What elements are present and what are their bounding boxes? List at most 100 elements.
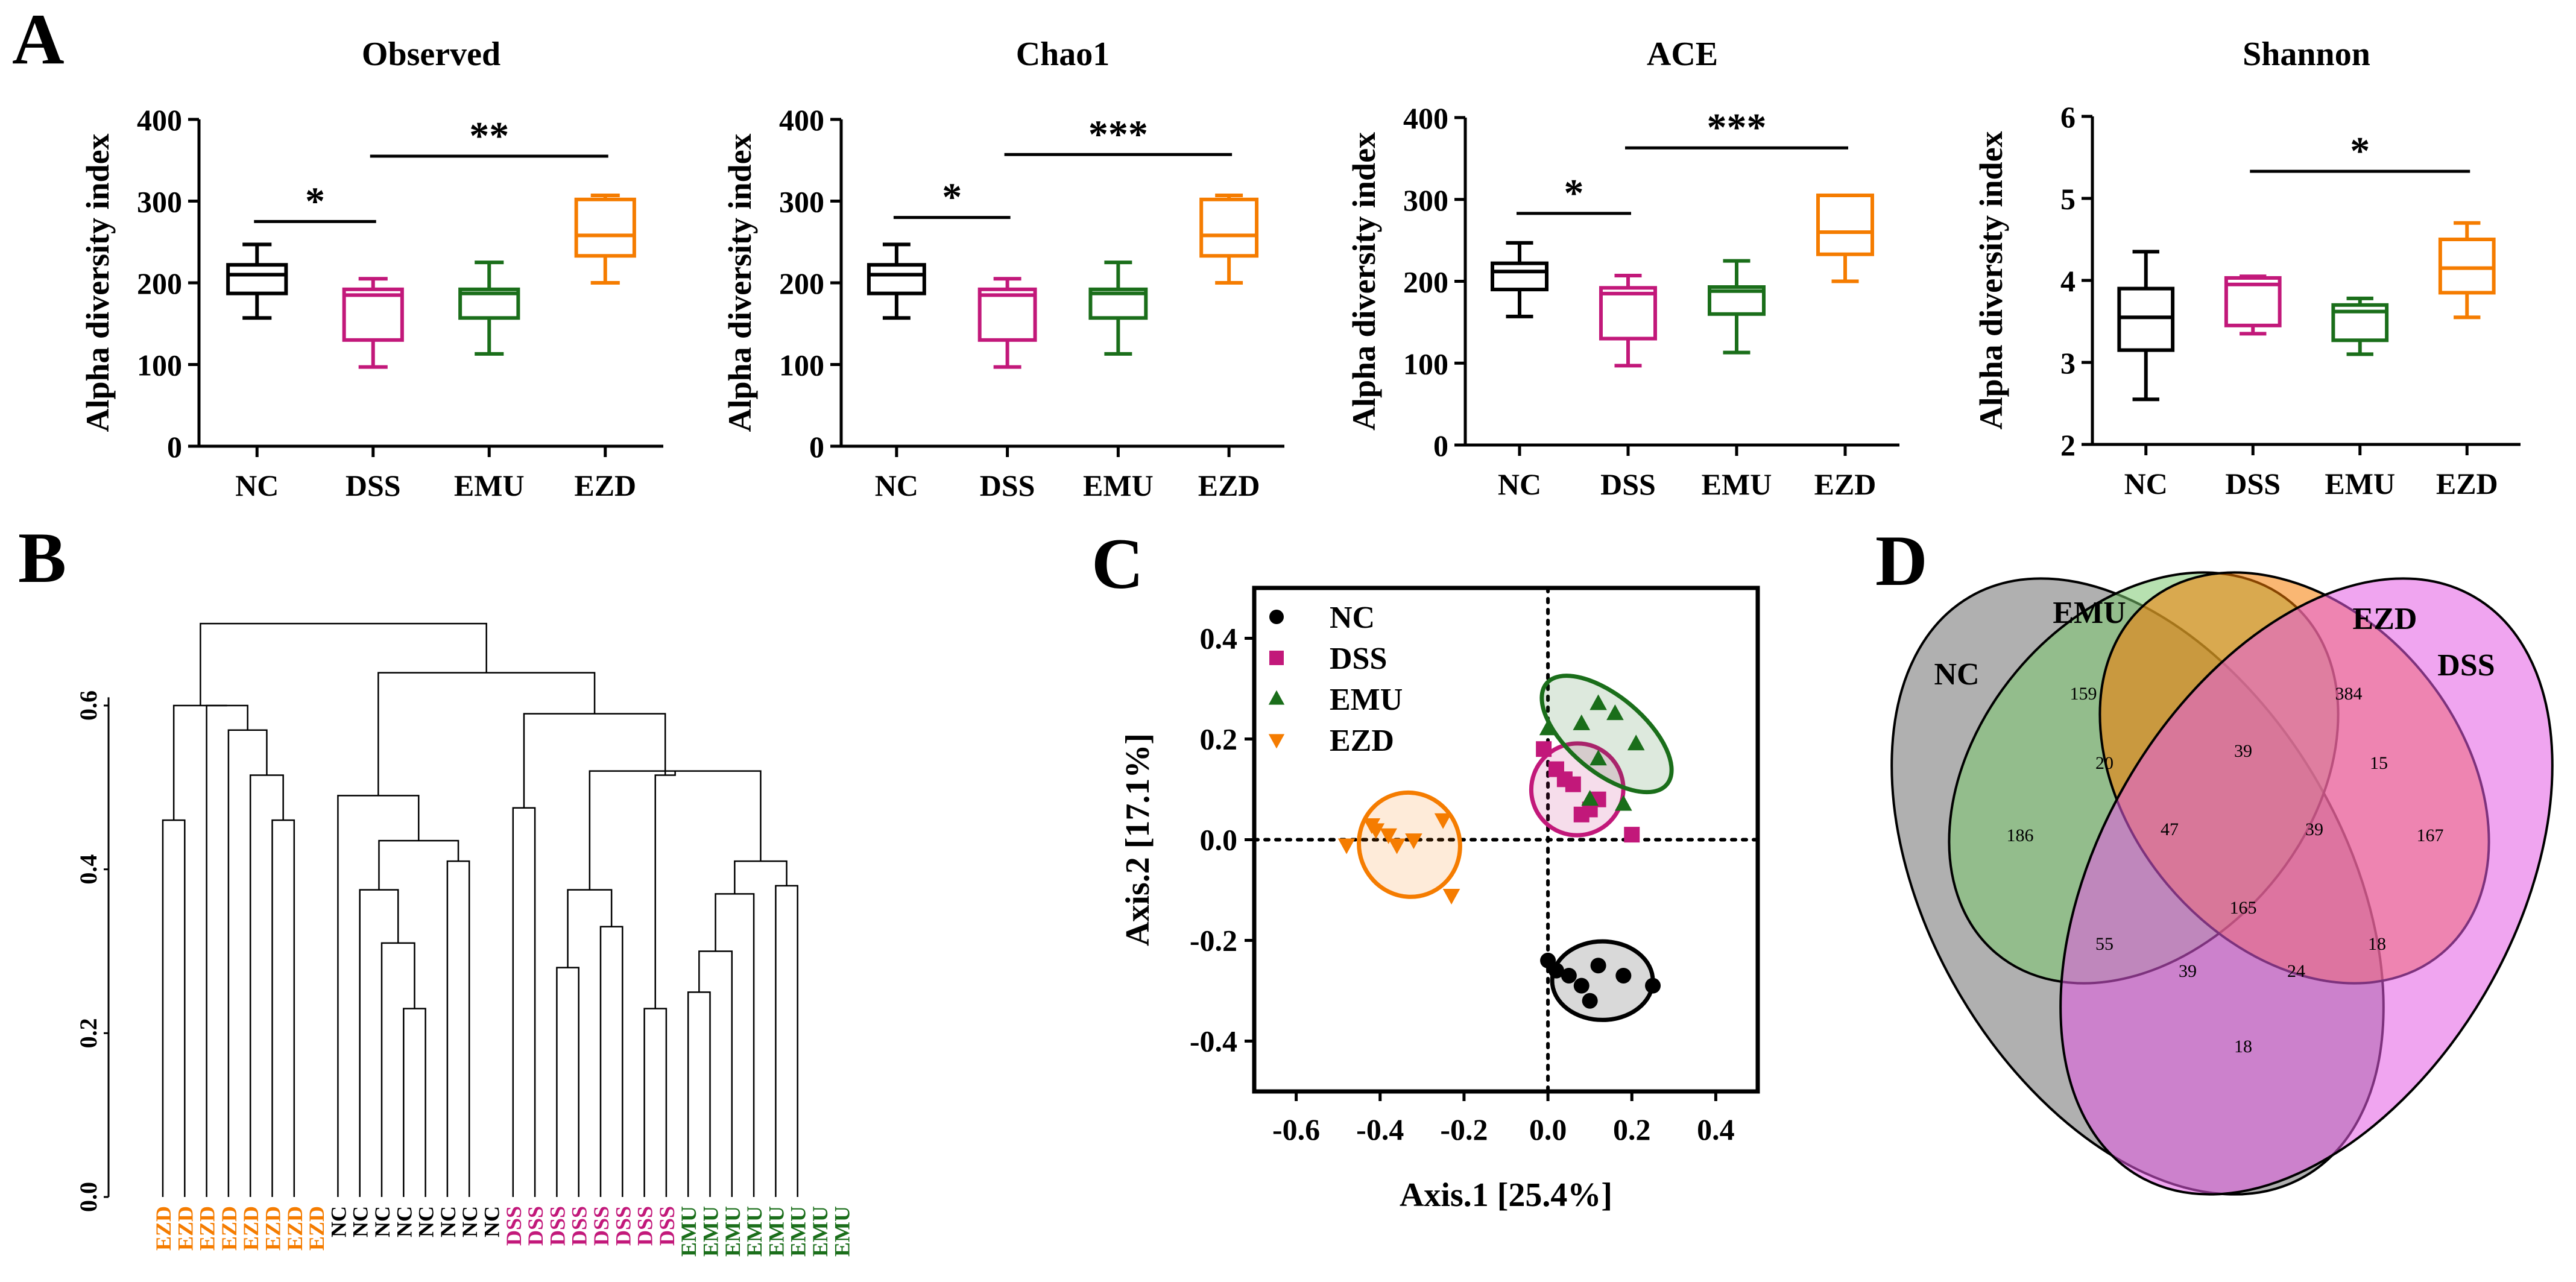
panel-label-c: C [1091,523,1144,604]
legend-label: EMU [1330,683,1403,717]
venn-set-label: EZD [2353,602,2417,636]
y-tick-label: 200 [137,267,182,300]
data-point [1405,833,1422,850]
dendrogram-leaf-label: DSS [655,1206,679,1246]
y-tick-label: 100 [137,349,182,382]
box-iqr [2117,286,2175,352]
dendrogram-link [599,926,623,1197]
venn-region-count: 39 [2234,741,2252,761]
x-tick-label: EZD [574,469,636,502]
dendrogram-leaf-label: DSS [523,1206,548,1246]
dendrogram-link [377,672,596,796]
y-tick-label: 200 [779,267,824,300]
y-tick-label: 0.4 [1200,622,1238,655]
x-tick-label: DSS [1600,467,1656,501]
dendrogram-leaf-label: DSS [633,1206,657,1246]
dendrogram-link [698,950,733,1197]
plot-title: Shannon [2243,36,2370,73]
y-tick-label: 400 [1403,101,1448,135]
dendrogram-link [162,819,186,1197]
legend-marker-dss [1269,651,1284,665]
x-tick-label: EZD [2436,467,2498,500]
y-tick-label: 400 [779,103,824,137]
panel-label-d: D [1875,520,1928,601]
y-tick-label: 0 [167,430,182,464]
significance-label: ** [469,114,509,158]
dendrogram-leaf-label: NC [349,1206,373,1237]
box-nc [1491,241,1548,318]
plot-title: ACE [1647,36,1718,73]
dendrogram-link [567,889,613,968]
box-iqr [2438,238,2496,295]
dendrogram-leaf-label: NC [458,1206,482,1237]
dendrogram-leaf-labels: EZDEZDEZDEZDEZDEZDEZDEZDNCNCNCNCNCNCNCNC… [151,1206,854,1257]
venn-set-label: EMU [2053,596,2126,630]
dendrogram-link [446,860,470,1197]
data-point [1573,714,1591,730]
dendrogram-link [378,839,459,890]
data-point [1606,704,1624,721]
venn-set-label: NC [1934,657,1979,692]
box-iqr [1599,286,1657,341]
dendrogram-link [687,991,711,1197]
x-tick-label: DSS [346,469,401,502]
y-tick-label: -0.4 [1190,1025,1237,1058]
data-point [1573,806,1589,823]
x-tick-label: 0.2 [1613,1113,1651,1146]
x-tick-label: 0.4 [1697,1113,1735,1146]
venn-region-count: 167 [2417,826,2444,845]
y-axis-label: Alpha diversity index [80,133,116,432]
y-axis-title: Axis.2 [17.1%] [1119,733,1157,946]
box-iqr [342,287,404,342]
box-iqr [458,287,520,320]
box-iqr [867,263,926,295]
y-axis-label: Alpha diversity index [1346,132,1382,431]
dendrogram-y-tick-label: 0.2 [75,1018,102,1048]
legend-marker-nc [1269,610,1284,624]
dendrogram-leaf-label: EZD [151,1206,175,1251]
box-emu [1708,259,1766,355]
dendrogram-link [200,622,487,706]
dendrogram-leaf-label: DSS [502,1206,526,1246]
x-tick-label: EMU [1083,469,1154,502]
significance-label: * [305,179,325,223]
dendrogram-link [227,729,268,1197]
dendrogram-leaf-label: EZD [239,1206,263,1251]
data-point [1561,967,1577,984]
data-point [1615,795,1632,811]
y-tick-label: 0 [809,430,824,464]
dendrogram-leaf-label: NC [326,1206,350,1237]
y-tick-label: 0 [1433,429,1448,463]
panel-label-b: B [18,517,66,598]
y-tick-label: 0.0 [1200,823,1238,857]
data-point [1624,827,1640,843]
venn-region-count: 186 [2007,826,2034,845]
x-tick-label: -0.4 [1356,1113,1404,1146]
box-ezd [1816,193,1874,283]
dendrogram-link [359,889,399,1197]
box-iqr [977,287,1037,342]
significance-label: *** [1088,112,1148,156]
venn-region-count: 47 [2161,819,2179,839]
box-emu [1088,261,1148,356]
box-ezd [1199,194,1259,285]
dendrogram-link [512,807,536,1197]
dendrogram-leaf-label: DSS [611,1206,635,1246]
venn-region-count: 55 [2095,934,2114,954]
boxplot-observed: Observed Alpha diversity index 0 100 200 300 4… [80,36,663,502]
data-point [1615,967,1632,984]
data-point [1581,790,1599,806]
dendrogram-link [643,1008,668,1197]
data-point [1556,771,1573,788]
dendrogram-leaf-label: EMU [699,1206,723,1257]
panel-b-dendrogram: 0.00.20.40.6EZDEZDEZDEZDEZDEZDEZDEZDNCNC… [75,622,854,1257]
venn-region-count: 39 [2305,819,2323,839]
venn-region-count: 18 [2234,1037,2252,1056]
dendrogram-leaf-label: NC [436,1206,460,1237]
x-tick-label: 0.0 [1529,1113,1567,1146]
data-point [1589,750,1607,766]
dendrogram-leaf-label: EMU [721,1206,745,1257]
y-tick-label: 200 [1403,265,1448,299]
dendrogram-leaf-label: DSS [567,1206,592,1246]
dendrogram-y-tick-label: 0.6 [75,690,102,721]
